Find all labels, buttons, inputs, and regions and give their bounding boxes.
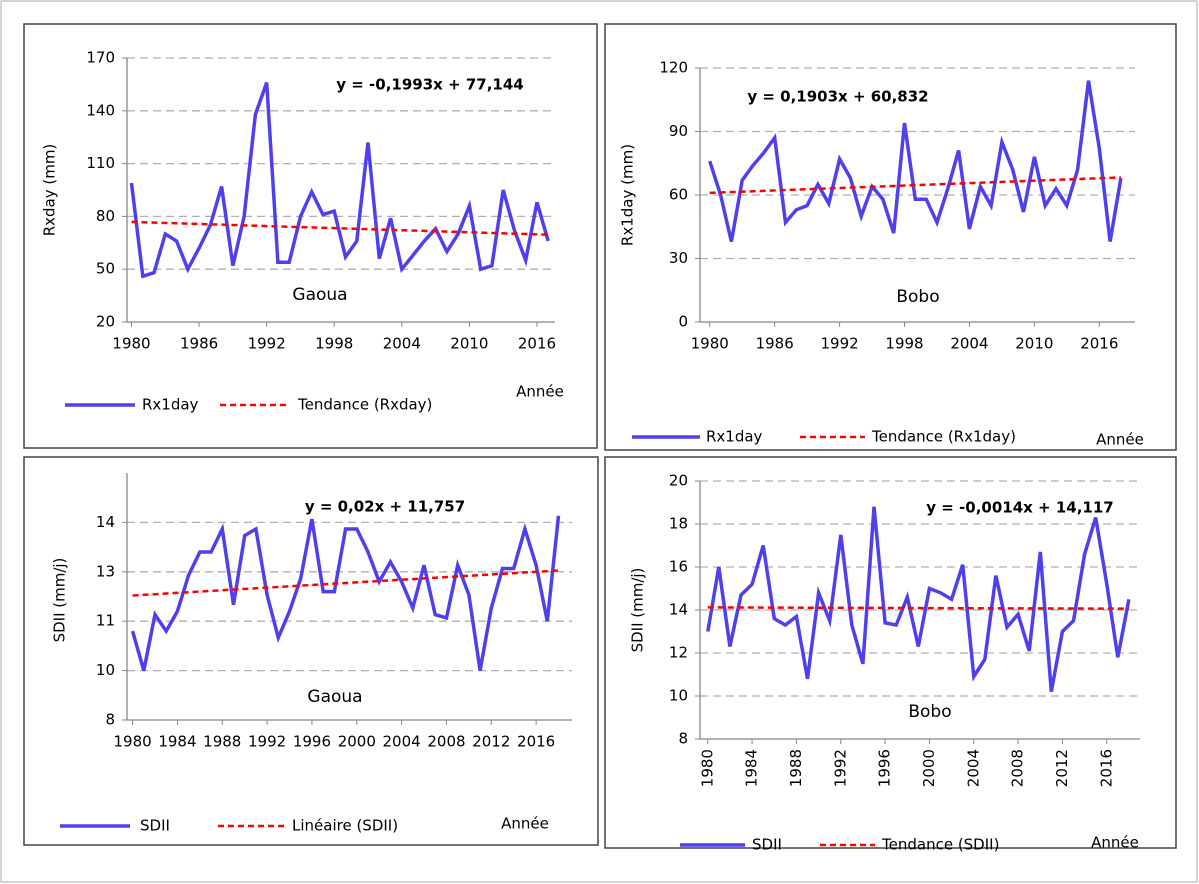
x-tick-label: 2012 xyxy=(1053,749,1071,787)
y-tick-label: 20 xyxy=(669,472,688,490)
x-tick-label: 2016 xyxy=(518,335,556,353)
equation: y = -0,1993x + 77,144 xyxy=(336,76,523,94)
x-tick-label: 1996 xyxy=(876,749,894,787)
x-tick-label: 1988 xyxy=(787,749,805,787)
y-tick-label: 16 xyxy=(669,558,688,576)
x-tick-label: 1980 xyxy=(114,733,152,751)
y-tick-label: 50 xyxy=(96,260,115,278)
x-tick-label: 2016 xyxy=(517,733,555,751)
y-tick-label: 90 xyxy=(669,122,688,140)
y-axis-label: Rx1day (mm) xyxy=(619,144,637,246)
data-line xyxy=(708,80,1123,242)
y-tick-label: 8 xyxy=(678,730,688,748)
y-tick-label: 11 xyxy=(96,612,115,630)
x-tick-label: 1996 xyxy=(293,733,331,751)
legend-label: SDII xyxy=(140,817,170,835)
x-axis-label: Année xyxy=(1091,834,1139,852)
x-tick-label: 1988 xyxy=(203,733,241,751)
x-tick-label: 1992 xyxy=(248,733,286,751)
x-tick-label: 1992 xyxy=(820,335,858,353)
y-tick-label: 60 xyxy=(669,186,688,204)
x-tick-label: 1984 xyxy=(158,733,196,751)
x-axis-label: Année xyxy=(516,383,564,401)
trend-line xyxy=(132,569,559,597)
x-tick-label: 1998 xyxy=(315,335,353,353)
x-tick-label: 2010 xyxy=(1015,335,1053,353)
x-tick-label: 2000 xyxy=(338,733,376,751)
x-tick-label: 2004 xyxy=(950,335,988,353)
panel-border xyxy=(23,23,598,449)
station-label: Bobo xyxy=(908,702,951,722)
y-tick-label: 30 xyxy=(669,249,688,267)
data-line xyxy=(129,82,550,279)
legend-label: Rx1day xyxy=(706,428,763,446)
x-tick-label: 2008 xyxy=(427,733,465,751)
y-tick-label: 13 xyxy=(96,562,115,580)
x-tick-label: 1984 xyxy=(743,749,761,787)
x-tick-label: 1986 xyxy=(180,335,218,353)
x-tick-label: 2004 xyxy=(964,749,982,787)
x-axis-label: Année xyxy=(1096,431,1144,449)
y-tick-label: 10 xyxy=(96,661,115,679)
y-tick-label: 80 xyxy=(96,207,115,225)
data-line xyxy=(706,506,1131,693)
x-tick-label: 1980 xyxy=(691,335,729,353)
x-tick-label: 1992 xyxy=(831,749,849,787)
legend-label: Tendance (Rxday) xyxy=(297,396,432,414)
y-tick-label: 8 xyxy=(105,711,115,729)
data-line xyxy=(130,515,561,672)
x-tick-label: 2000 xyxy=(920,749,938,787)
station-label: Gaoua xyxy=(292,285,347,305)
panel-border xyxy=(604,456,1177,849)
station-label: Gaoua xyxy=(307,687,362,707)
y-tick-label: 18 xyxy=(669,515,688,533)
y-tick-label: 12 xyxy=(669,644,688,662)
x-tick-label: 1980 xyxy=(698,749,716,787)
legend-label: Tendance (SDII) xyxy=(881,836,999,854)
equation: y = 0,1903x + 60,832 xyxy=(747,88,928,106)
x-axis-label: Année xyxy=(501,815,549,833)
y-axis-label: SDII (mm/j) xyxy=(629,568,647,653)
y-tick-label: 14 xyxy=(669,601,688,619)
y-tick-label: 140 xyxy=(86,101,115,119)
x-tick-label: 1998 xyxy=(885,335,923,353)
x-tick-label: 1992 xyxy=(248,335,286,353)
x-tick-label: 1980 xyxy=(112,335,150,353)
panel-border xyxy=(604,23,1177,451)
panel-border xyxy=(23,456,599,846)
x-tick-label: 1986 xyxy=(756,335,794,353)
equation: y = 0,02x + 11,757 xyxy=(305,498,465,516)
x-tick-label: 2008 xyxy=(1009,749,1027,787)
y-tick-label: 170 xyxy=(86,49,115,67)
x-tick-label: 2012 xyxy=(472,733,510,751)
y-tick-label: 10 xyxy=(669,687,688,705)
legend-label: Rx1day xyxy=(142,396,199,414)
legend-label: Tendance (Rx1day) xyxy=(871,428,1016,446)
y-tick-label: 110 xyxy=(86,154,115,172)
x-tick-label: 2004 xyxy=(383,335,421,353)
y-tick-label: 0 xyxy=(678,313,688,331)
trend-line xyxy=(709,176,1121,195)
x-tick-label: 2016 xyxy=(1097,749,1115,787)
x-tick-label: 2004 xyxy=(383,733,421,751)
y-axis-label: Rxday (mm) xyxy=(41,144,59,237)
y-tick-label: 14 xyxy=(96,513,115,531)
y-axis-label: SDII (mm/j) xyxy=(51,558,69,643)
x-tick-label: 2010 xyxy=(450,335,488,353)
x-tick-label: 2016 xyxy=(1080,335,1118,353)
legend-label: Linéaire (SDII) xyxy=(292,817,398,835)
y-tick-label: 20 xyxy=(96,313,115,331)
y-tick-label: 120 xyxy=(659,59,688,77)
trend-line xyxy=(707,606,1129,610)
station-label: Bobo xyxy=(896,287,939,307)
legend-label: SDII xyxy=(752,836,782,854)
equation: y = -0,0014x + 14,117 xyxy=(926,499,1113,517)
